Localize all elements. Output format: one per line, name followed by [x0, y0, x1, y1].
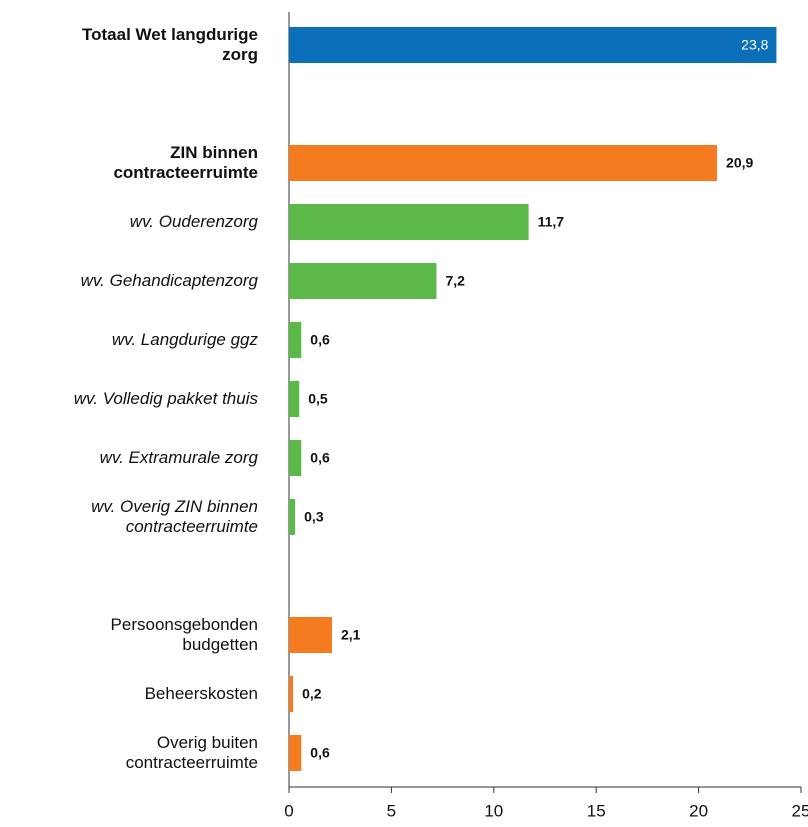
y-tick-label: wv. Extramurale zorg: [99, 448, 258, 467]
y-tick-label: wv. Gehandicaptenzorg: [80, 271, 258, 290]
x-tick-label: 15: [587, 801, 606, 820]
x-tick-label: 5: [387, 801, 396, 820]
value-label: 0,3: [304, 509, 324, 525]
y-tick-label: Overig buiten contracteerruimte: [125, 733, 258, 772]
value-label: 0,6: [310, 332, 330, 348]
bar: [289, 735, 302, 771]
x-tick-label: 25: [792, 801, 808, 820]
bar: [289, 204, 529, 240]
bar: [289, 322, 302, 358]
value-label: 11,7: [538, 214, 565, 230]
y-tick-label: wv. Ouderenzorg: [129, 212, 258, 231]
bar: [289, 440, 302, 476]
bar: [289, 27, 777, 63]
x-tick-label: 0: [284, 801, 293, 820]
y-tick-label: wv. Volledig pakket thuis: [73, 389, 258, 408]
value-label: 23,8: [741, 37, 768, 53]
value-label: 0,5: [308, 391, 328, 407]
value-label: 0,2: [302, 686, 322, 702]
y-tick-label: Totaal Wet langdurige zorg: [82, 25, 258, 64]
bar: [289, 499, 296, 535]
y-tick-label: Beheerskosten: [144, 684, 258, 703]
y-tick-label: ZIN binnen contracteerruimte: [113, 143, 258, 182]
x-tick-label: 20: [689, 801, 708, 820]
bar: [289, 381, 300, 417]
bar: [289, 145, 718, 181]
y-tick-label: wv. Overig ZIN binnen contracteerruimte: [91, 497, 258, 536]
value-label: 0,6: [310, 745, 330, 761]
x-tick-label: 10: [484, 801, 503, 820]
y-tick-label: Persoonsgebonden budgetten: [110, 615, 258, 654]
y-tick-label: wv. Langdurige ggz: [111, 330, 258, 349]
value-label: 2,1: [341, 627, 361, 643]
bar: [289, 617, 333, 653]
bar: [289, 263, 437, 299]
bar: [289, 676, 294, 712]
value-label: 7,2: [445, 273, 465, 289]
value-label: 0,6: [310, 450, 330, 466]
value-label: 20,9: [726, 155, 753, 171]
